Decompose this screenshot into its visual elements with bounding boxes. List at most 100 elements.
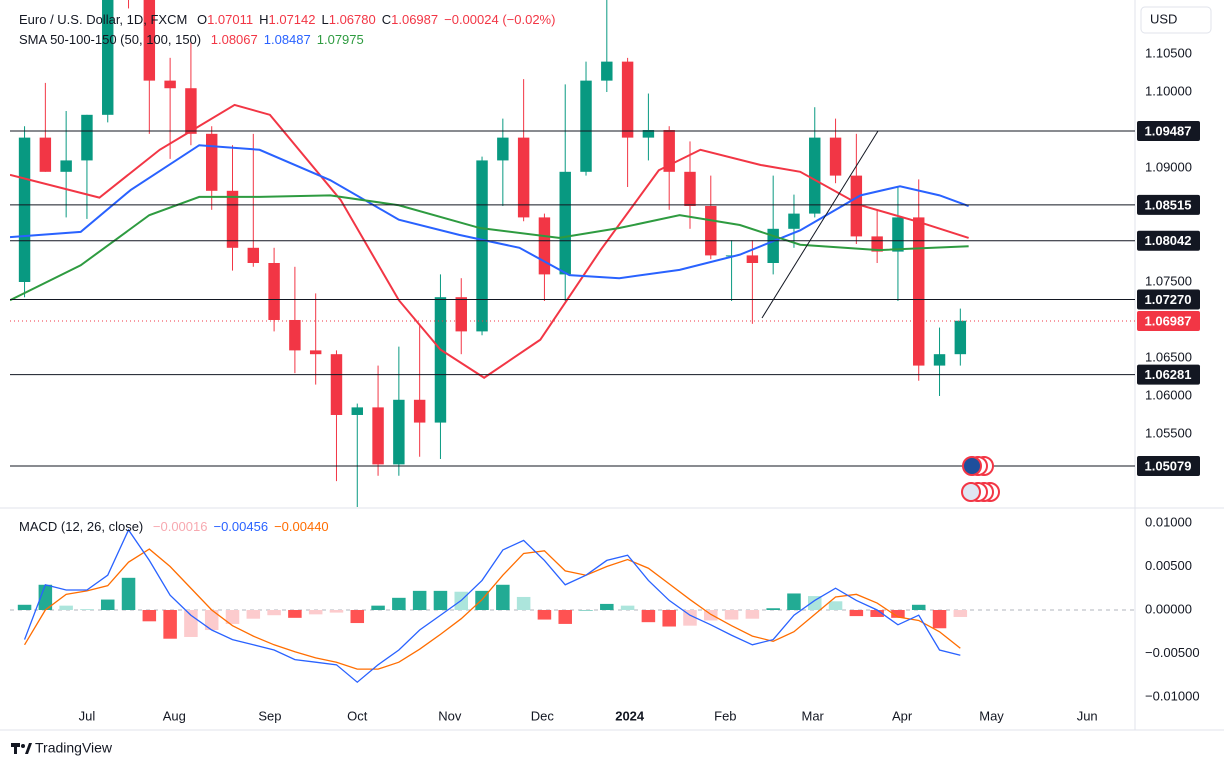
signal-value: −0.00440 <box>274 519 329 534</box>
histogram-bar <box>849 610 864 617</box>
change: −0.00024 (−0.02%) <box>444 12 556 27</box>
sma-value: 1.07975 <box>316 32 364 47</box>
x-tick-label: 2024 <box>615 708 645 723</box>
histogram-bar <box>204 610 219 631</box>
brand: TradingView <box>35 740 113 756</box>
price-badge <box>1137 121 1200 142</box>
candle-body <box>143 0 156 81</box>
event-icons <box>961 456 1000 502</box>
y-tick-label: 1.10000 <box>1145 83 1192 98</box>
price-badge-label: 1.09487 <box>1145 123 1192 138</box>
candle-body <box>621 61 634 138</box>
histogram-bar <box>953 610 968 617</box>
candle-body <box>205 133 218 191</box>
candle-body <box>497 137 509 161</box>
histogram-bar <box>267 610 281 616</box>
candle-body <box>18 137 31 282</box>
histogram-bar <box>246 610 261 619</box>
macd-value: −0.00456 <box>213 519 269 534</box>
candle-body <box>767 228 779 263</box>
candle-body <box>829 137 842 176</box>
histogram-bar <box>828 601 843 611</box>
histogram-bar <box>163 610 177 639</box>
candle-body <box>60 160 72 172</box>
histogram-bar <box>745 610 760 619</box>
candle-body <box>289 319 301 351</box>
candle-body <box>434 297 447 423</box>
histogram-bar <box>579 610 593 611</box>
candle-body <box>684 171 696 207</box>
x-tick-label: Apr <box>892 708 913 723</box>
candle-body <box>393 399 405 465</box>
sma-line <box>10 194 969 302</box>
macd-legend: MACD (12, 26, close) −0.00016 −0.00456 −0.… <box>19 519 335 534</box>
candle-body <box>309 350 322 355</box>
price-badge-label: 1.07270 <box>1145 292 1192 307</box>
y-tick-label: 1.06500 <box>1145 349 1192 364</box>
candle-body <box>164 80 176 89</box>
price-badge <box>1137 455 1200 476</box>
histogram-bar <box>516 596 531 611</box>
histogram-bar <box>59 605 73 611</box>
ohlc-value: 1.06780 <box>328 12 376 27</box>
histogram-bar <box>80 609 94 611</box>
logo <box>11 743 32 754</box>
histogram-bar <box>558 610 572 624</box>
event-icon <box>962 456 982 476</box>
histogram-bar <box>704 610 718 621</box>
histogram-bar <box>891 610 905 618</box>
y-tick-label: −0.00500 <box>1145 645 1200 660</box>
y-tick-label: −0.01000 <box>1145 688 1200 703</box>
sma-line <box>10 144 969 280</box>
y-tick-label: 0.01000 <box>1145 514 1192 529</box>
price-badge <box>1137 310 1200 331</box>
ohlc-value: 1.07011 <box>207 12 254 27</box>
histogram-bar <box>496 584 510 611</box>
candle-body <box>705 206 717 256</box>
macd-title: MACD (12, 26, close) <box>19 519 144 534</box>
histogram-bar <box>600 603 614 611</box>
y-tick-label: 1.10500 <box>1145 45 1192 60</box>
x-tick-label: Jun <box>1077 708 1098 723</box>
x-tick-label: Oct <box>347 708 368 723</box>
histogram-bar <box>620 605 635 611</box>
price-badge <box>1137 289 1200 310</box>
x-tick-label: Nov <box>438 708 462 723</box>
histogram-bar <box>870 610 884 617</box>
y-tick-label: 0.00000 <box>1145 601 1192 616</box>
candle-body <box>413 399 426 423</box>
histogram-bar <box>808 596 822 611</box>
sma-line <box>10 103 969 379</box>
candle-body <box>102 0 114 115</box>
ohlc-key: H <box>259 12 269 27</box>
histogram-bar <box>350 610 365 624</box>
histogram-bar <box>225 610 240 624</box>
macd-pane <box>10 528 1135 684</box>
event-icon <box>961 482 981 502</box>
price-badge-label: 1.05079 <box>1145 458 1192 473</box>
candle-body <box>954 320 967 355</box>
currency-box[interactable] <box>1140 6 1212 34</box>
histogram-bar <box>766 608 780 611</box>
price-badge-label: 1.06281 <box>1145 367 1192 382</box>
candle-body <box>642 130 655 138</box>
candle-body <box>247 247 260 263</box>
candle-body <box>39 137 52 172</box>
candle-body <box>892 217 904 252</box>
symbol-legend: Euro / U.S. Dollar, 1D, FXCM O1.07011 H1.… <box>19 12 561 27</box>
candle-body <box>913 217 925 366</box>
y-tick-label: 1.06000 <box>1145 387 1192 402</box>
histogram-bar <box>641 610 656 623</box>
candle-body <box>559 171 571 275</box>
price-badge <box>1137 194 1200 215</box>
candle-body <box>663 130 675 172</box>
price-badge-label: 1.08515 <box>1145 197 1192 212</box>
candle-body <box>746 255 759 263</box>
candle-body <box>809 137 821 214</box>
histogram-value: −0.00016 <box>152 519 208 534</box>
histogram-bar <box>433 590 448 611</box>
currency[interactable]: USD <box>1150 11 1177 26</box>
histogram-bar <box>184 610 198 637</box>
